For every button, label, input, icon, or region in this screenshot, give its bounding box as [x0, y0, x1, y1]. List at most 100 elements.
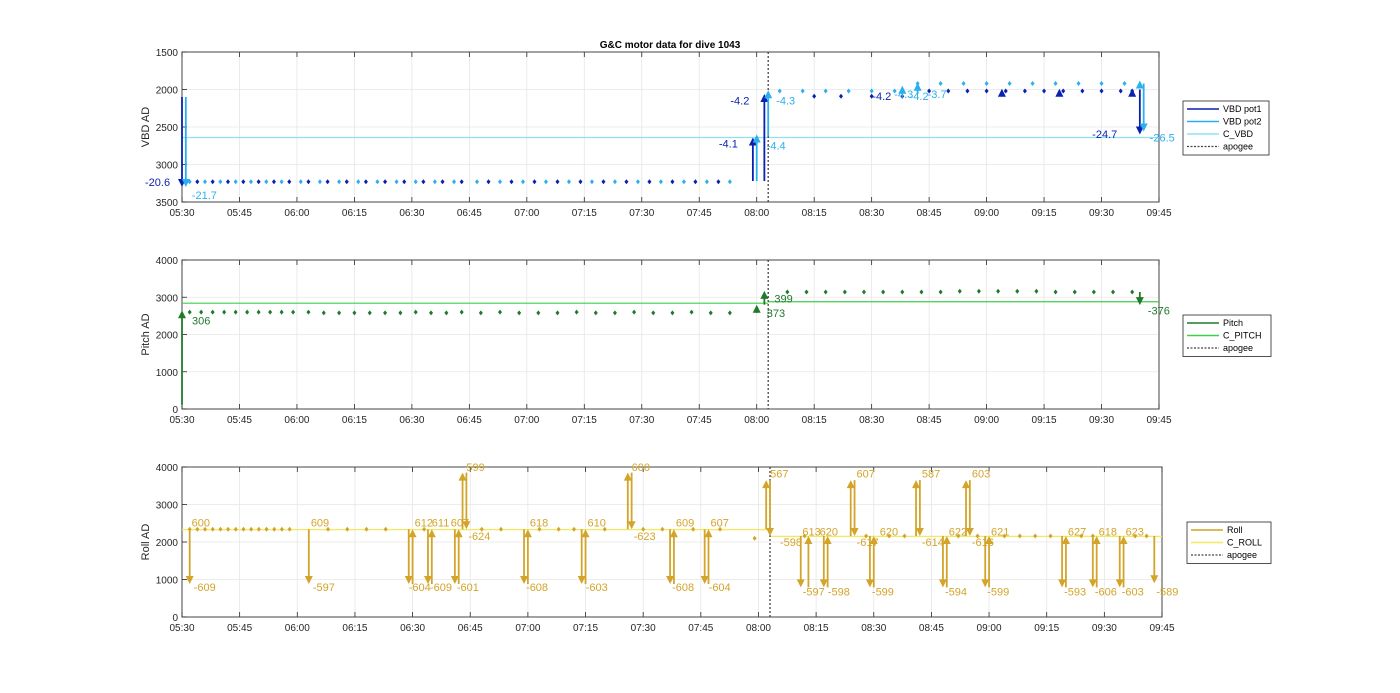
data-point [233, 179, 238, 185]
data-point [785, 289, 790, 295]
x-tick-label: 06:45 [457, 208, 482, 219]
data-label: 612 [415, 517, 433, 529]
data-point [241, 179, 246, 185]
data-point [1099, 81, 1104, 86]
data-point [195, 179, 200, 185]
x-tick-label: 05:45 [227, 415, 252, 426]
move-arrow-head [704, 529, 713, 538]
data-point [337, 310, 342, 316]
move-arrow-head [454, 529, 463, 538]
data-point [602, 526, 607, 532]
data-point [306, 179, 311, 185]
data-point [344, 179, 349, 185]
data-point [670, 310, 675, 316]
data-point [777, 88, 782, 94]
move-arrow-head [962, 480, 970, 489]
data-point [900, 93, 905, 99]
data-label: 399 [774, 294, 792, 306]
data-point [1034, 288, 1039, 294]
data-point [1072, 289, 1077, 295]
x-tick-label: 09:45 [1146, 208, 1171, 219]
data-point [363, 179, 368, 185]
data-point [892, 88, 897, 94]
data-point [452, 179, 457, 185]
data-label: 373 [767, 308, 785, 320]
x-tick-label: 07:45 [687, 415, 712, 426]
move-arrow-head [577, 576, 586, 584]
move-arrow-head [1058, 579, 1067, 588]
vbd-panel: 05:30 05:45 06:00 06:15 06:30 06:45 07:00 07:15… [140, 48, 1270, 219]
data-label: -597 [313, 582, 335, 594]
x-tick-label: 06:30 [400, 623, 425, 634]
data-point [624, 179, 629, 185]
y-tick-label: 0 [172, 405, 178, 416]
move-arrow-head [912, 480, 921, 489]
data-point [1017, 533, 1022, 539]
x-tick-label: 06:30 [399, 415, 424, 426]
move-arrow-head [1135, 80, 1144, 89]
move-arrow-head [748, 137, 757, 146]
legend-box [1182, 100, 1270, 156]
x-tick-label: 07:45 [687, 208, 712, 219]
data-label: -376 [1148, 305, 1170, 317]
data-point [984, 81, 989, 86]
data-point [946, 88, 951, 94]
x-tick-label: 09:15 [1032, 415, 1057, 426]
y-tick-label: 3000 [156, 161, 179, 172]
x-tick-label: 09:30 [1089, 208, 1114, 219]
data-point [291, 309, 296, 315]
move-arrow-head [915, 528, 924, 536]
data-point [881, 289, 886, 295]
data-point [887, 533, 892, 539]
data-point [1007, 81, 1012, 86]
data-point [804, 289, 809, 295]
x-tick-label: 07:30 [629, 415, 654, 426]
data-point [279, 526, 284, 532]
data-point [218, 526, 223, 532]
data-point [195, 526, 200, 532]
data-label: 627 [1068, 526, 1086, 538]
data-point [383, 310, 388, 316]
data-label: -4.2 [730, 96, 749, 108]
data-point [222, 309, 227, 315]
data-label: -26.5 [1150, 133, 1175, 145]
data-point [498, 179, 503, 185]
x-tick-label: 08:45 [917, 208, 942, 219]
data-label: 613 [802, 526, 820, 538]
data-label: -21.7 [192, 190, 217, 202]
data-point [574, 309, 579, 315]
y-tick-label: 1000 [156, 368, 179, 379]
data-point [693, 179, 698, 185]
data-point [325, 179, 330, 185]
move-arrow-head [404, 576, 413, 584]
x-tick-label: 05:45 [227, 623, 252, 634]
x-tick-label: 06:30 [399, 208, 424, 219]
x-tick-label: 08:30 [859, 208, 884, 219]
data-point [635, 179, 640, 185]
data-point [938, 289, 943, 295]
move-arrow-head [520, 576, 529, 584]
data-point [976, 288, 981, 294]
data-point [264, 179, 269, 185]
data-point [660, 526, 665, 532]
x-tick-label: 08:45 [919, 623, 944, 634]
move-arrow-head [997, 88, 1006, 97]
data-point [517, 310, 522, 316]
x-tick-label: 09:00 [974, 208, 999, 219]
move-arrow-head [623, 472, 632, 481]
data-point [961, 81, 966, 86]
y-tick-label: 2000 [156, 86, 179, 97]
y-tick-label: 3500 [156, 198, 179, 209]
x-tick-label: 09:45 [1149, 623, 1174, 634]
x-tick-label: 06:45 [458, 623, 483, 634]
x-tick-label: 06:15 [342, 623, 367, 634]
data-point [555, 179, 560, 185]
data-point [402, 179, 407, 185]
move-arrow-head [762, 480, 771, 489]
data-point [823, 88, 828, 94]
data-point [727, 310, 732, 316]
y-tick-label: 3000 [156, 501, 179, 512]
data-point [413, 309, 418, 315]
data-point [718, 526, 723, 532]
data-point [919, 289, 924, 295]
